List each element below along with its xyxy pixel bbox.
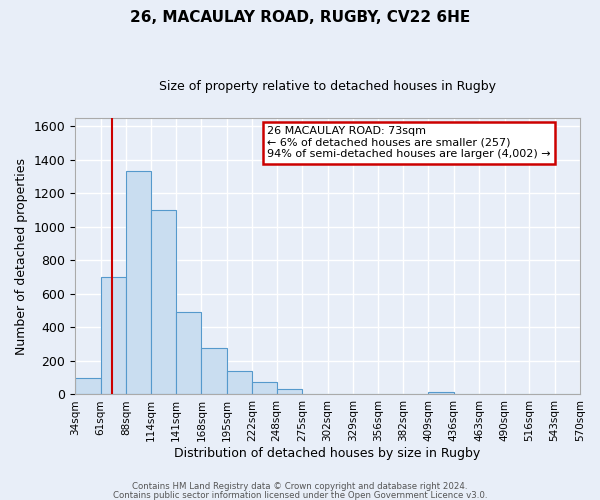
Bar [101, 277, 126, 394]
Bar [202, 348, 227, 395]
Text: Contains public sector information licensed under the Open Government Licence v3: Contains public sector information licen… [113, 490, 487, 500]
X-axis label: Distribution of detached houses by size in Rugby: Distribution of detached houses by size … [175, 447, 481, 460]
Bar [227, 371, 252, 394]
Text: 26 MACAULAY ROAD: 73sqm
← 6% of detached houses are smaller (257)
94% of semi-de: 26 MACAULAY ROAD: 73sqm ← 6% of detached… [267, 126, 551, 160]
Y-axis label: Number of detached properties: Number of detached properties [15, 158, 28, 354]
Text: Contains HM Land Registry data © Crown copyright and database right 2024.: Contains HM Land Registry data © Crown c… [132, 482, 468, 491]
Title: Size of property relative to detached houses in Rugby: Size of property relative to detached ho… [159, 80, 496, 93]
Bar [126, 172, 151, 394]
Bar [428, 392, 454, 394]
Bar [277, 390, 302, 394]
Bar [252, 382, 277, 394]
Text: 26, MACAULAY ROAD, RUGBY, CV22 6HE: 26, MACAULAY ROAD, RUGBY, CV22 6HE [130, 10, 470, 25]
Bar [151, 210, 176, 394]
Bar [176, 312, 202, 394]
Bar [75, 378, 101, 394]
